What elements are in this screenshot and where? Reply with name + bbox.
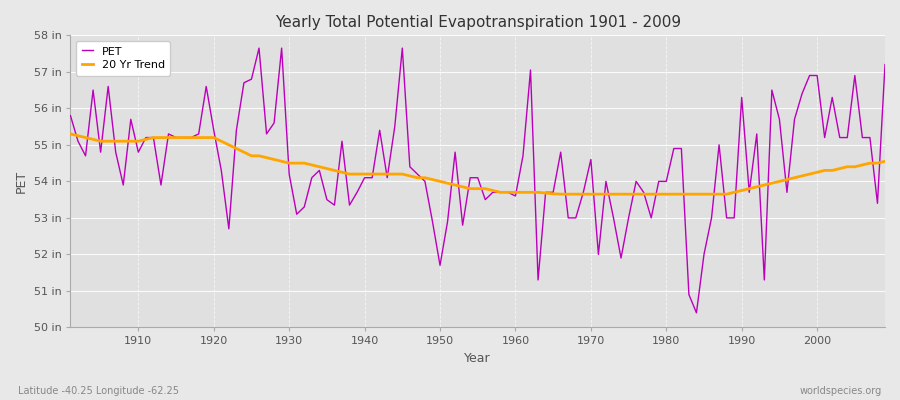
20 Yr Trend (608, 192, 619, 196)
20 Yr Trend (555, 192, 566, 196)
PET (344, 203, 355, 208)
20 Yr Trend (337, 170, 347, 175)
Title: Yearly Total Potential Evapotranspiration 1901 - 2009: Yearly Total Potential Evapotranspiratio… (274, 15, 680, 30)
PET (510, 194, 521, 198)
20 Yr Trend (879, 159, 890, 164)
20 Yr Trend (65, 132, 76, 136)
PET (125, 117, 136, 122)
PET (65, 113, 76, 118)
PET (254, 46, 265, 50)
Text: Latitude -40.25 Longitude -62.25: Latitude -40.25 Longitude -62.25 (18, 386, 179, 396)
PET (691, 310, 702, 315)
20 Yr Trend (510, 190, 521, 195)
20 Yr Trend (502, 190, 513, 195)
PET (608, 216, 619, 220)
Line: 20 Yr Trend: 20 Yr Trend (70, 134, 885, 194)
Line: PET: PET (70, 48, 885, 313)
Text: worldspecies.org: worldspecies.org (800, 386, 882, 396)
X-axis label: Year: Year (464, 352, 491, 365)
PET (879, 62, 890, 67)
20 Yr Trend (125, 139, 136, 144)
Legend: PET, 20 Yr Trend: PET, 20 Yr Trend (76, 41, 170, 76)
PET (518, 154, 528, 158)
Y-axis label: PET: PET (15, 170, 28, 193)
20 Yr Trend (292, 161, 302, 166)
PET (299, 204, 310, 209)
